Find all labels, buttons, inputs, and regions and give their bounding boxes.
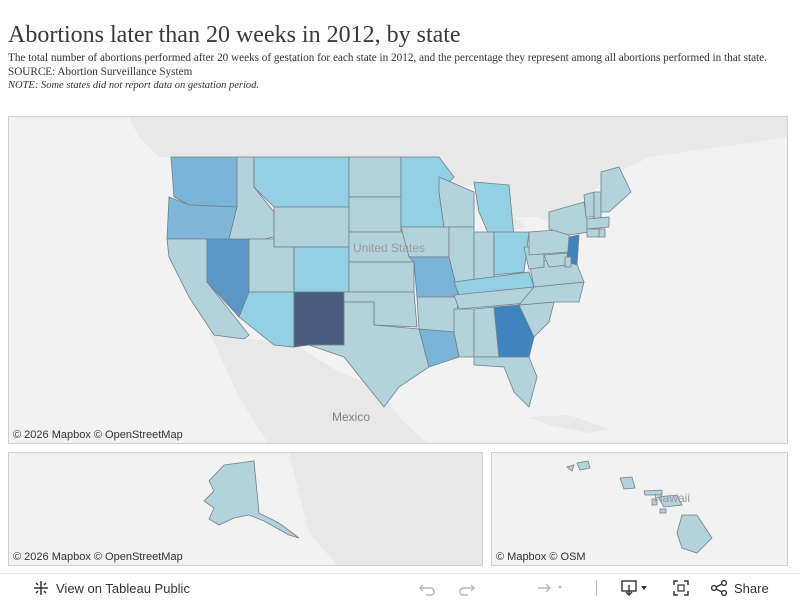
island-hawaii [676,514,713,554]
alaska-map-svg[interactable] [9,453,483,566]
alaska-map[interactable]: © 2026 Mapbox © OpenStreetMap [8,452,483,566]
island-lanai [651,498,658,506]
map-credit-alaska[interactable]: © 2026 Mapbox © OpenStreetMap [13,551,183,563]
cuba-land [529,415,609,433]
redo-button[interactable] [458,578,476,598]
mexico-land [209,332,427,443]
island-molokai [643,489,663,496]
state-in[interactable] [473,231,495,283]
state-co[interactable] [293,246,350,293]
view-on-tableau-link[interactable]: View on Tableau Public [32,578,190,598]
island-niihau [566,464,575,472]
state-nh[interactable] [593,191,602,220]
state-de[interactable] [564,256,572,268]
state-nd[interactable] [348,156,402,198]
fullscreen-button[interactable] [672,578,690,598]
revert-button[interactable] [536,578,566,598]
view-on-tableau-label: View on Tableau Public [56,580,190,596]
country-label-mexico: Mexico [332,410,371,424]
state-ak[interactable] [203,460,300,539]
page-title: Abortions later than 20 weeks in 2012, b… [8,22,461,48]
share-label: Share [734,580,769,596]
hawaii-map[interactable]: Hawaii © Mapbox © OSM [491,452,788,566]
state-me[interactable] [600,166,632,213]
state-label-hawaii: Hawaii [654,491,691,505]
island-maui [657,494,683,508]
state-nm[interactable] [293,291,345,348]
state-tx[interactable] [308,301,430,408]
fullscreen-icon [673,580,689,596]
state-ks[interactable] [348,261,415,293]
state-ms[interactable] [453,308,475,358]
map-credit-hawaii[interactable]: © Mapbox © OSM [496,551,586,563]
state-ut[interactable] [248,238,295,293]
state-ma[interactable] [586,216,610,230]
page-subtitle: The total number of abortions performed … [8,52,767,78]
state-az[interactable] [238,291,295,348]
tableau-logo-icon [34,581,48,595]
main-map-svg[interactable] [9,117,788,444]
great-lakes [449,185,574,237]
redo-icon [459,584,475,596]
state-ga[interactable] [493,304,535,358]
state-fl[interactable] [473,356,538,408]
island-kahoolawe [659,508,667,514]
state-ri[interactable] [598,228,606,238]
island-kauai [576,460,591,471]
country-label-us: United States [353,241,426,255]
state-hi[interactable] [566,460,713,554]
share-icon [710,579,728,597]
state-vt[interactable] [583,191,595,218]
undo-icon [419,584,435,596]
share-button[interactable]: Share [710,578,769,598]
state-ar[interactable] [416,296,460,333]
main-map[interactable]: United States Mexico © 2026 Mapbox © Ope… [8,116,788,444]
state-sd[interactable] [348,196,402,233]
canada-land [129,117,787,232]
island-oahu [619,476,636,490]
tableau-toolbar: View on Tableau Public Share [0,573,800,600]
download-icon [621,580,647,596]
revert-icon [538,583,562,593]
state-ny[interactable] [548,201,590,236]
map-credit-main[interactable]: © 2026 Mapbox © OpenStreetMap [13,429,183,441]
hawaii-map-svg[interactable] [492,453,788,566]
state-wa[interactable] [170,156,238,208]
state-wy[interactable] [273,206,350,248]
toolbar-divider [596,580,597,596]
state-mt[interactable] [253,156,350,208]
undo-button[interactable] [418,578,436,598]
page-note: NOTE: Some states did not report data on… [8,80,260,91]
canada-land-inset [289,453,482,565]
states-layer [166,156,632,408]
state-oh[interactable] [493,231,530,276]
state-ct[interactable] [586,228,600,238]
download-button[interactable] [620,578,652,598]
state-mi[interactable] [473,181,515,238]
